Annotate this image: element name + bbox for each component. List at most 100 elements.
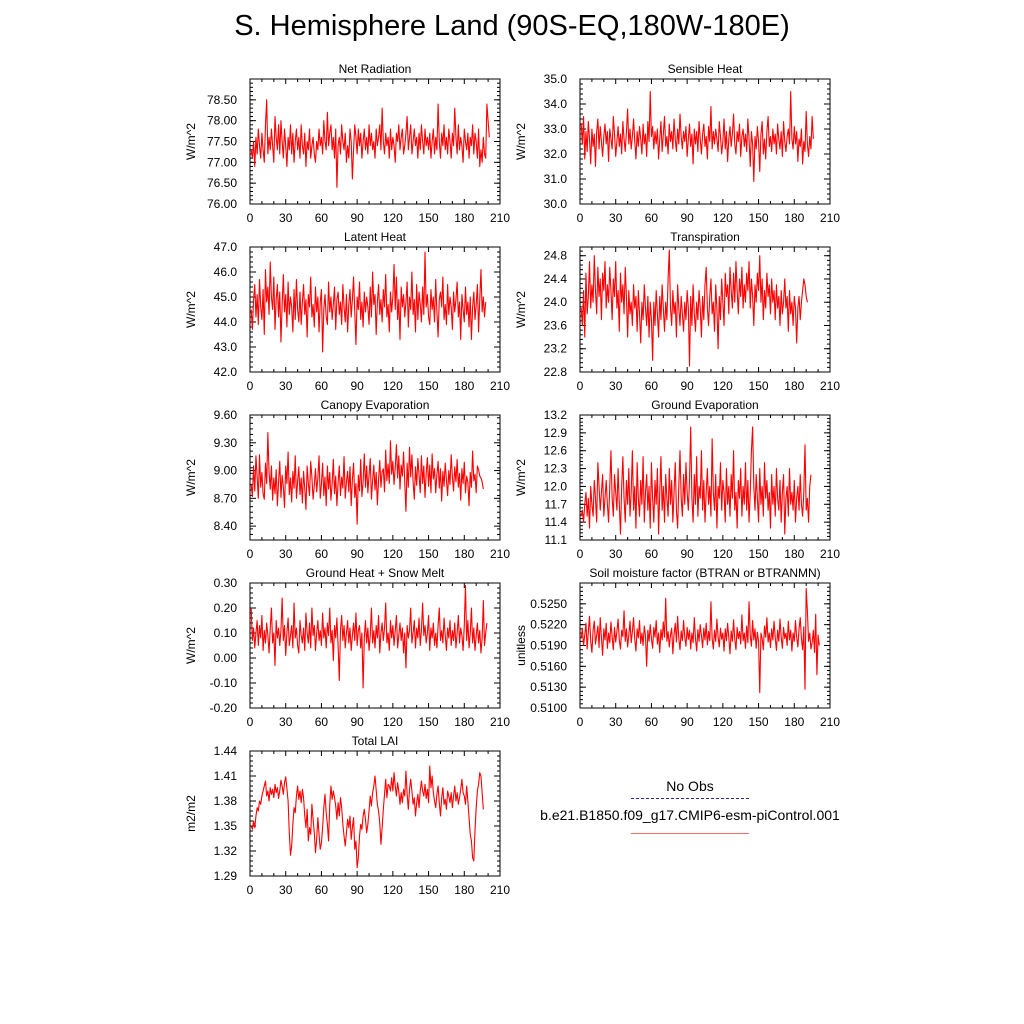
legend-obs-label: No Obs xyxy=(666,778,714,794)
x-tick-label: 30 xyxy=(609,211,623,225)
chart-panel-1: Net Radiation W/m^2 0 30 60 90 120 150 180 210 76.… xyxy=(184,62,510,225)
y-tick-label: 12.9 xyxy=(544,426,568,440)
legend-obs-line xyxy=(631,798,749,799)
y-tick-label: 11.4 xyxy=(545,515,568,529)
x-tick-label: 150 xyxy=(749,379,769,393)
x-tick-label: 90 xyxy=(680,211,694,225)
y-tick-label: 78.00 xyxy=(207,114,237,128)
y-tick-label: 23.2 xyxy=(544,342,568,356)
x-tick-label: 210 xyxy=(820,211,840,225)
x-tick-label: 90 xyxy=(680,715,694,729)
x-tick-label: 30 xyxy=(609,715,623,729)
y-tick-label: 78.50 xyxy=(207,93,237,107)
y-tick-label: 77.00 xyxy=(207,155,237,169)
x-tick-label: 30 xyxy=(279,379,293,393)
chart-title: Ground Evaporation xyxy=(651,398,758,412)
y-tick-label: 12.0 xyxy=(544,479,568,493)
y-tick-label: 32.0 xyxy=(544,147,568,161)
y-tick-label: 1.29 xyxy=(214,869,238,883)
y-axis-label: W/m^2 xyxy=(184,627,198,664)
x-tick-label: 90 xyxy=(350,883,364,897)
x-tick-label: 120 xyxy=(713,715,733,729)
series-line-1 xyxy=(250,765,484,869)
y-tick-label: 9.00 xyxy=(214,464,238,478)
chart-title: Net Radiation xyxy=(339,62,412,76)
x-tick-label: 0 xyxy=(577,547,584,561)
x-tick-label: 90 xyxy=(680,379,694,393)
series-line-1 xyxy=(580,426,812,535)
y-tick-label: 47.0 xyxy=(214,240,238,254)
x-tick-label: 30 xyxy=(279,883,293,897)
x-tick-label: 150 xyxy=(749,715,769,729)
x-tick-label: 0 xyxy=(247,883,254,897)
plot-frame xyxy=(249,750,501,877)
y-tick-label: 0.5100 xyxy=(530,701,567,715)
y-tick-label: 13.2 xyxy=(544,408,568,422)
x-tick-label: 150 xyxy=(419,211,439,225)
y-tick-label: 8.70 xyxy=(214,491,238,505)
x-tick-label: 90 xyxy=(350,547,364,561)
y-tick-label: 1.38 xyxy=(214,794,238,808)
y-tick-label: 0.30 xyxy=(214,576,238,590)
series-line-1 xyxy=(580,90,814,183)
x-tick-label: 60 xyxy=(315,211,329,225)
x-tick-label: 0 xyxy=(247,547,254,561)
y-tick-label: 35.0 xyxy=(544,72,568,86)
x-tick-label: 210 xyxy=(820,715,840,729)
y-tick-label: 1.41 xyxy=(214,769,238,783)
x-tick-label: 120 xyxy=(383,715,403,729)
series-line-1 xyxy=(250,251,487,353)
chart-panel-5: Canopy Evaporation W/m^2 0 30 60 90 120 150 180 2… xyxy=(184,398,510,561)
y-tick-label: 0.10 xyxy=(214,626,238,640)
x-tick-label: 0 xyxy=(247,211,254,225)
x-tick-label: 30 xyxy=(609,547,623,561)
legend-model-line xyxy=(631,833,749,834)
legend: No Obs b.e21.B1850.f09_g17.CMIP6-esm-piC… xyxy=(520,778,860,834)
series-line-1 xyxy=(250,584,488,689)
x-tick-label: 0 xyxy=(577,379,584,393)
x-tick-label: 60 xyxy=(645,211,659,225)
y-tick-label: 76.00 xyxy=(207,197,237,211)
x-tick-label: 150 xyxy=(749,211,769,225)
plot-frame xyxy=(579,246,831,373)
x-tick-label: 180 xyxy=(784,211,804,225)
x-tick-label: 180 xyxy=(454,379,474,393)
series-line-1 xyxy=(250,99,490,188)
y-tick-label: -0.10 xyxy=(210,676,238,690)
plot-frame xyxy=(579,414,831,541)
y-axis-label: W/m^2 xyxy=(514,123,528,160)
x-tick-label: 0 xyxy=(577,211,584,225)
y-axis-label: m2/m2 xyxy=(184,795,198,832)
chart-panel-7: Ground Heat + Snow Melt W/m^2 0 30 60 90 120 15… xyxy=(184,566,510,729)
chart-panel-4: Transpiration W/m^2 0 30 60 90 120 150 180 210 22.… xyxy=(514,230,840,393)
x-tick-label: 90 xyxy=(350,211,364,225)
x-tick-label: 210 xyxy=(490,211,510,225)
y-tick-label: 30.0 xyxy=(544,197,568,211)
x-tick-label: 30 xyxy=(279,715,293,729)
x-tick-label: 210 xyxy=(820,547,840,561)
x-tick-label: 180 xyxy=(784,547,804,561)
y-axis-label: unitless xyxy=(514,625,528,666)
x-tick-label: 30 xyxy=(279,211,293,225)
y-tick-label: 43.0 xyxy=(214,340,238,354)
x-tick-label: 180 xyxy=(784,379,804,393)
x-tick-label: 60 xyxy=(645,715,659,729)
y-tick-label: 1.35 xyxy=(214,819,238,833)
y-tick-label: 11.7 xyxy=(545,497,568,511)
x-tick-label: 210 xyxy=(490,715,510,729)
y-tick-label: 8.40 xyxy=(214,519,238,533)
x-tick-label: 60 xyxy=(645,379,659,393)
y-tick-label: 0.5250 xyxy=(530,597,567,611)
y-tick-label: 0.00 xyxy=(214,651,238,665)
y-tick-label: 12.3 xyxy=(544,462,568,476)
y-tick-label: 9.30 xyxy=(214,436,238,450)
chart-title: Ground Heat + Snow Melt xyxy=(306,566,445,580)
x-tick-label: 180 xyxy=(454,211,474,225)
x-tick-label: 90 xyxy=(350,379,364,393)
chart-panel-3: Latent Heat W/m^2 0 30 60 90 120 150 180 210 42.0 4… xyxy=(184,230,510,393)
x-tick-label: 180 xyxy=(784,715,804,729)
x-tick-label: 90 xyxy=(350,715,364,729)
y-axis-label: W/m^2 xyxy=(184,123,198,160)
chart-title: Sensible Heat xyxy=(668,62,743,76)
x-tick-label: 30 xyxy=(609,379,623,393)
